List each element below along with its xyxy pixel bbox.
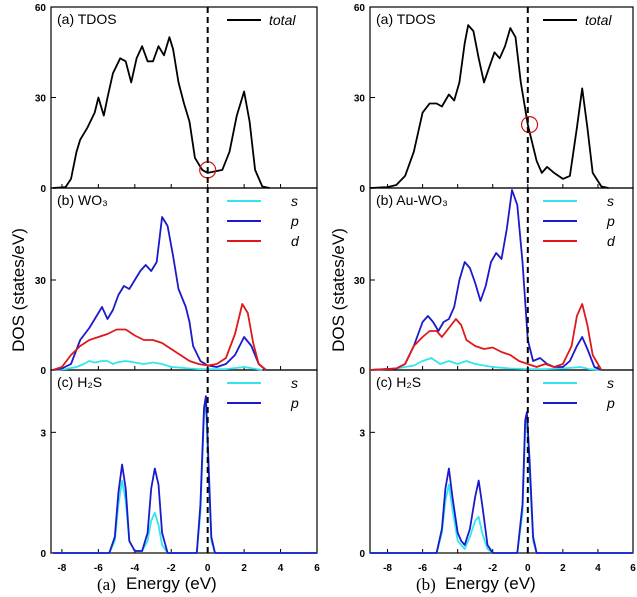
x-tick-label: 4	[278, 563, 284, 574]
y-axis-label-left: DOS (states/eV)	[9, 228, 28, 352]
legend-label-d: d	[607, 233, 616, 249]
panel-frame	[50, 6, 318, 189]
y-tick-label: 60	[35, 3, 47, 14]
panel-title: (a) TDOS	[376, 11, 436, 27]
y-tick-label: 30	[35, 94, 47, 105]
legend-label-p: p	[290, 213, 299, 229]
y-tick-label: 30	[354, 276, 366, 287]
x-tick-label: -2	[488, 563, 497, 574]
legend-label-total: total	[269, 12, 296, 28]
legend-label-s: s	[291, 193, 298, 209]
legend-label-p: p	[606, 395, 615, 411]
series-line-s	[52, 399, 317, 554]
series-line-d	[369, 303, 603, 371]
series-line-p	[370, 411, 633, 554]
panel-title: (a) TDOS	[57, 11, 117, 27]
legend-label-p: p	[290, 395, 299, 411]
series-line-p	[52, 216, 267, 371]
y-tick-label: 0	[359, 549, 365, 560]
highlight-circle	[520, 116, 539, 134]
y-axis-label-right: DOS (states/eV)	[329, 228, 348, 352]
x-tick-label: 2	[241, 563, 247, 574]
legend-label-p: p	[606, 213, 615, 229]
panel-frame	[50, 187, 318, 371]
x-tick-label: 0	[525, 563, 531, 574]
series-line-d	[52, 303, 267, 371]
y-tick-label: 60	[354, 3, 366, 14]
x-axis-label-left: Energy (eV)	[126, 574, 217, 593]
x-tick-label: 0	[205, 563, 211, 574]
legend-label-s: s	[291, 375, 298, 391]
panel-frame	[369, 369, 634, 554]
x-tick-label: 4	[595, 563, 601, 574]
series-line-total	[52, 36, 270, 189]
x-tick-label: -6	[418, 563, 427, 574]
series-line-p	[52, 395, 317, 554]
panel-title: (c) H₂S	[376, 374, 421, 390]
x-tick-label: -6	[94, 563, 103, 574]
legend-label-total: total	[585, 12, 612, 28]
x-tick-label: -8	[383, 563, 392, 574]
series-line-p	[369, 189, 602, 371]
y-tick-label: 0	[359, 366, 365, 377]
caption-b: (b)	[416, 575, 436, 594]
legend-label-s: s	[607, 375, 614, 391]
y-tick-label: 0	[40, 184, 46, 195]
caption-a: (a)	[97, 575, 116, 594]
data-layer	[52, 7, 633, 554]
y-tick-label: 3	[40, 428, 46, 439]
y-tick-label: 0	[359, 184, 365, 195]
panel-title: (b) WO₃	[57, 192, 108, 208]
series-line-s	[370, 419, 633, 554]
y-tick-label: 3	[359, 428, 365, 439]
legend-label-d: d	[291, 233, 300, 249]
panel-title: (c) H₂S	[57, 374, 102, 390]
series-line-s	[52, 360, 263, 371]
series-line-s	[369, 357, 602, 371]
x-tick-label: -4	[130, 563, 139, 574]
panel-title: (b) Au-WO₃	[376, 192, 448, 208]
x-tick-label: 6	[630, 563, 636, 574]
series-line-total	[369, 24, 609, 189]
panel-frame	[369, 187, 634, 371]
y-tick-label: 30	[354, 94, 366, 105]
x-tick-label: -4	[453, 563, 462, 574]
y-tick-label: 0	[40, 549, 46, 560]
y-tick-label: 30	[35, 276, 47, 287]
x-tick-label: -8	[57, 563, 66, 574]
x-tick-label: 6	[314, 563, 320, 574]
x-tick-label: 2	[560, 563, 566, 574]
y-tick-label: 0	[40, 366, 46, 377]
x-tick-label: -2	[167, 563, 176, 574]
x-axis-label-right: Energy (eV)	[445, 574, 536, 593]
panel-frame	[369, 6, 634, 189]
panel-frame	[50, 369, 318, 554]
legend-label-s: s	[607, 193, 614, 209]
